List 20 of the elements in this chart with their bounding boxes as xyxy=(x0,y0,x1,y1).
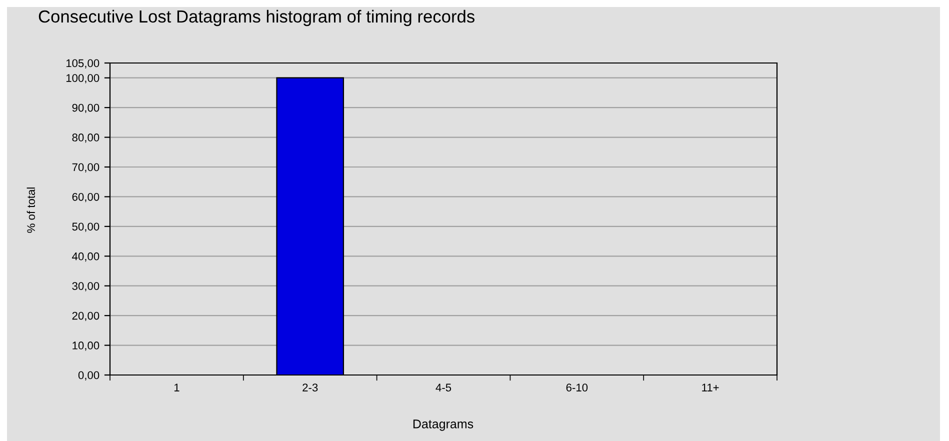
y-tick-label: 20,00 xyxy=(72,312,100,322)
x-tick-label: 2-3 xyxy=(302,384,318,392)
y-tick-label: 105,00 xyxy=(66,59,100,68)
x-tick-label: 4-5 xyxy=(436,384,452,392)
y-tick-label: 10,00 xyxy=(72,342,100,351)
y-tick-label: 80,00 xyxy=(72,134,100,143)
y-axis-title: % of total xyxy=(26,188,35,233)
y-tick-label: 60,00 xyxy=(72,192,100,202)
y-tick-label: 90,00 xyxy=(72,104,100,114)
y-tick-label: 0,00 xyxy=(78,371,100,380)
x-axis-title: Datagrams xyxy=(413,420,474,431)
y-tick-label: 30,00 xyxy=(72,282,100,292)
y-tick-label: 50,00 xyxy=(72,222,100,232)
y-tick-label: 40,00 xyxy=(72,252,100,262)
x-tick-label: 1 xyxy=(174,384,180,392)
x-tick-label: 11+ xyxy=(702,384,719,392)
y-tick-label: 100,00 xyxy=(66,74,100,84)
x-tick-label: 6-10 xyxy=(566,384,588,392)
y-tick-label: 70,00 xyxy=(72,163,100,172)
chart-title: Consecutive Lost Datagrams histogram of timing records xyxy=(38,10,474,26)
